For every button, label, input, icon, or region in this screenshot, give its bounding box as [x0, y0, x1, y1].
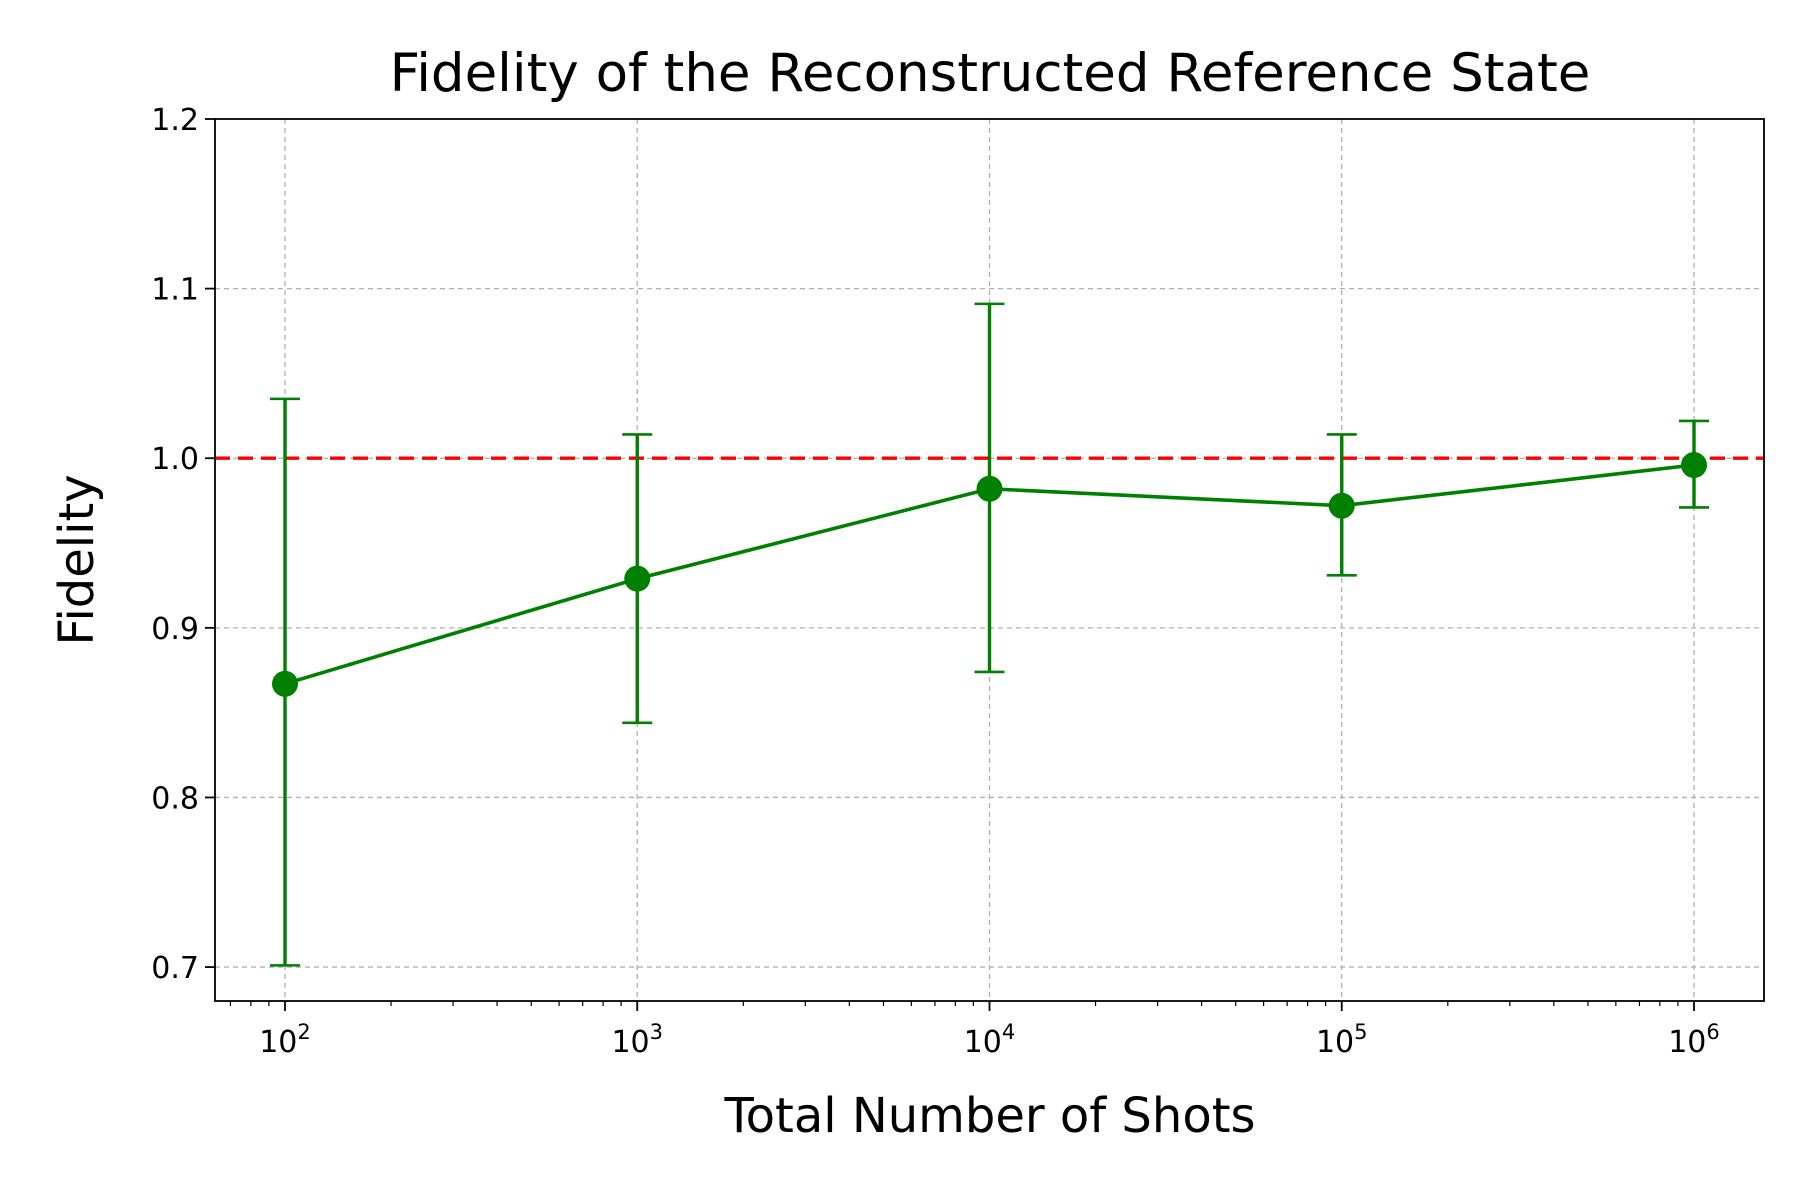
- data-point: [1681, 452, 1707, 479]
- x-tick-exponent: 2: [297, 1020, 310, 1044]
- y-axis-label: Fidelity: [49, 474, 105, 645]
- x-tick-label: 102: [259, 1020, 311, 1060]
- x-tick-exponent: 6: [1706, 1020, 1719, 1044]
- x-tick-exponent: 3: [650, 1020, 663, 1044]
- y-tick-label: 0.8: [151, 781, 199, 816]
- x-tick-label: 103: [611, 1020, 663, 1060]
- x-tick-base: 10: [1668, 1025, 1706, 1060]
- x-tick-exponent: 4: [1002, 1020, 1015, 1044]
- y-tick-label: 0.9: [151, 612, 199, 647]
- y-tick-label: 1.2: [151, 103, 199, 138]
- chart-title: Fidelity of the Reconstructed Reference …: [390, 43, 1591, 104]
- x-tick-base: 10: [259, 1025, 297, 1060]
- data-point: [624, 565, 651, 592]
- plot-frame: [214, 118, 1765, 1002]
- x-tick-label: 106: [1668, 1020, 1720, 1060]
- y-tick-label: 1.1: [151, 273, 199, 308]
- x-tick-base: 10: [964, 1025, 1002, 1060]
- y-tick-label: 0.7: [151, 951, 199, 986]
- x-tick-label: 105: [1316, 1020, 1368, 1060]
- x-tick-label: 104: [964, 1020, 1016, 1060]
- x-tick-exponent: 5: [1354, 1020, 1367, 1044]
- data-point: [272, 670, 298, 697]
- y-tick-label: 1.0: [151, 442, 199, 477]
- x-tick-base: 10: [611, 1025, 649, 1060]
- data-point: [976, 475, 1003, 502]
- x-tick-base: 10: [1316, 1025, 1354, 1060]
- x-axis-label: Total Number of Shots: [723, 1088, 1255, 1144]
- data-point: [1328, 492, 1355, 519]
